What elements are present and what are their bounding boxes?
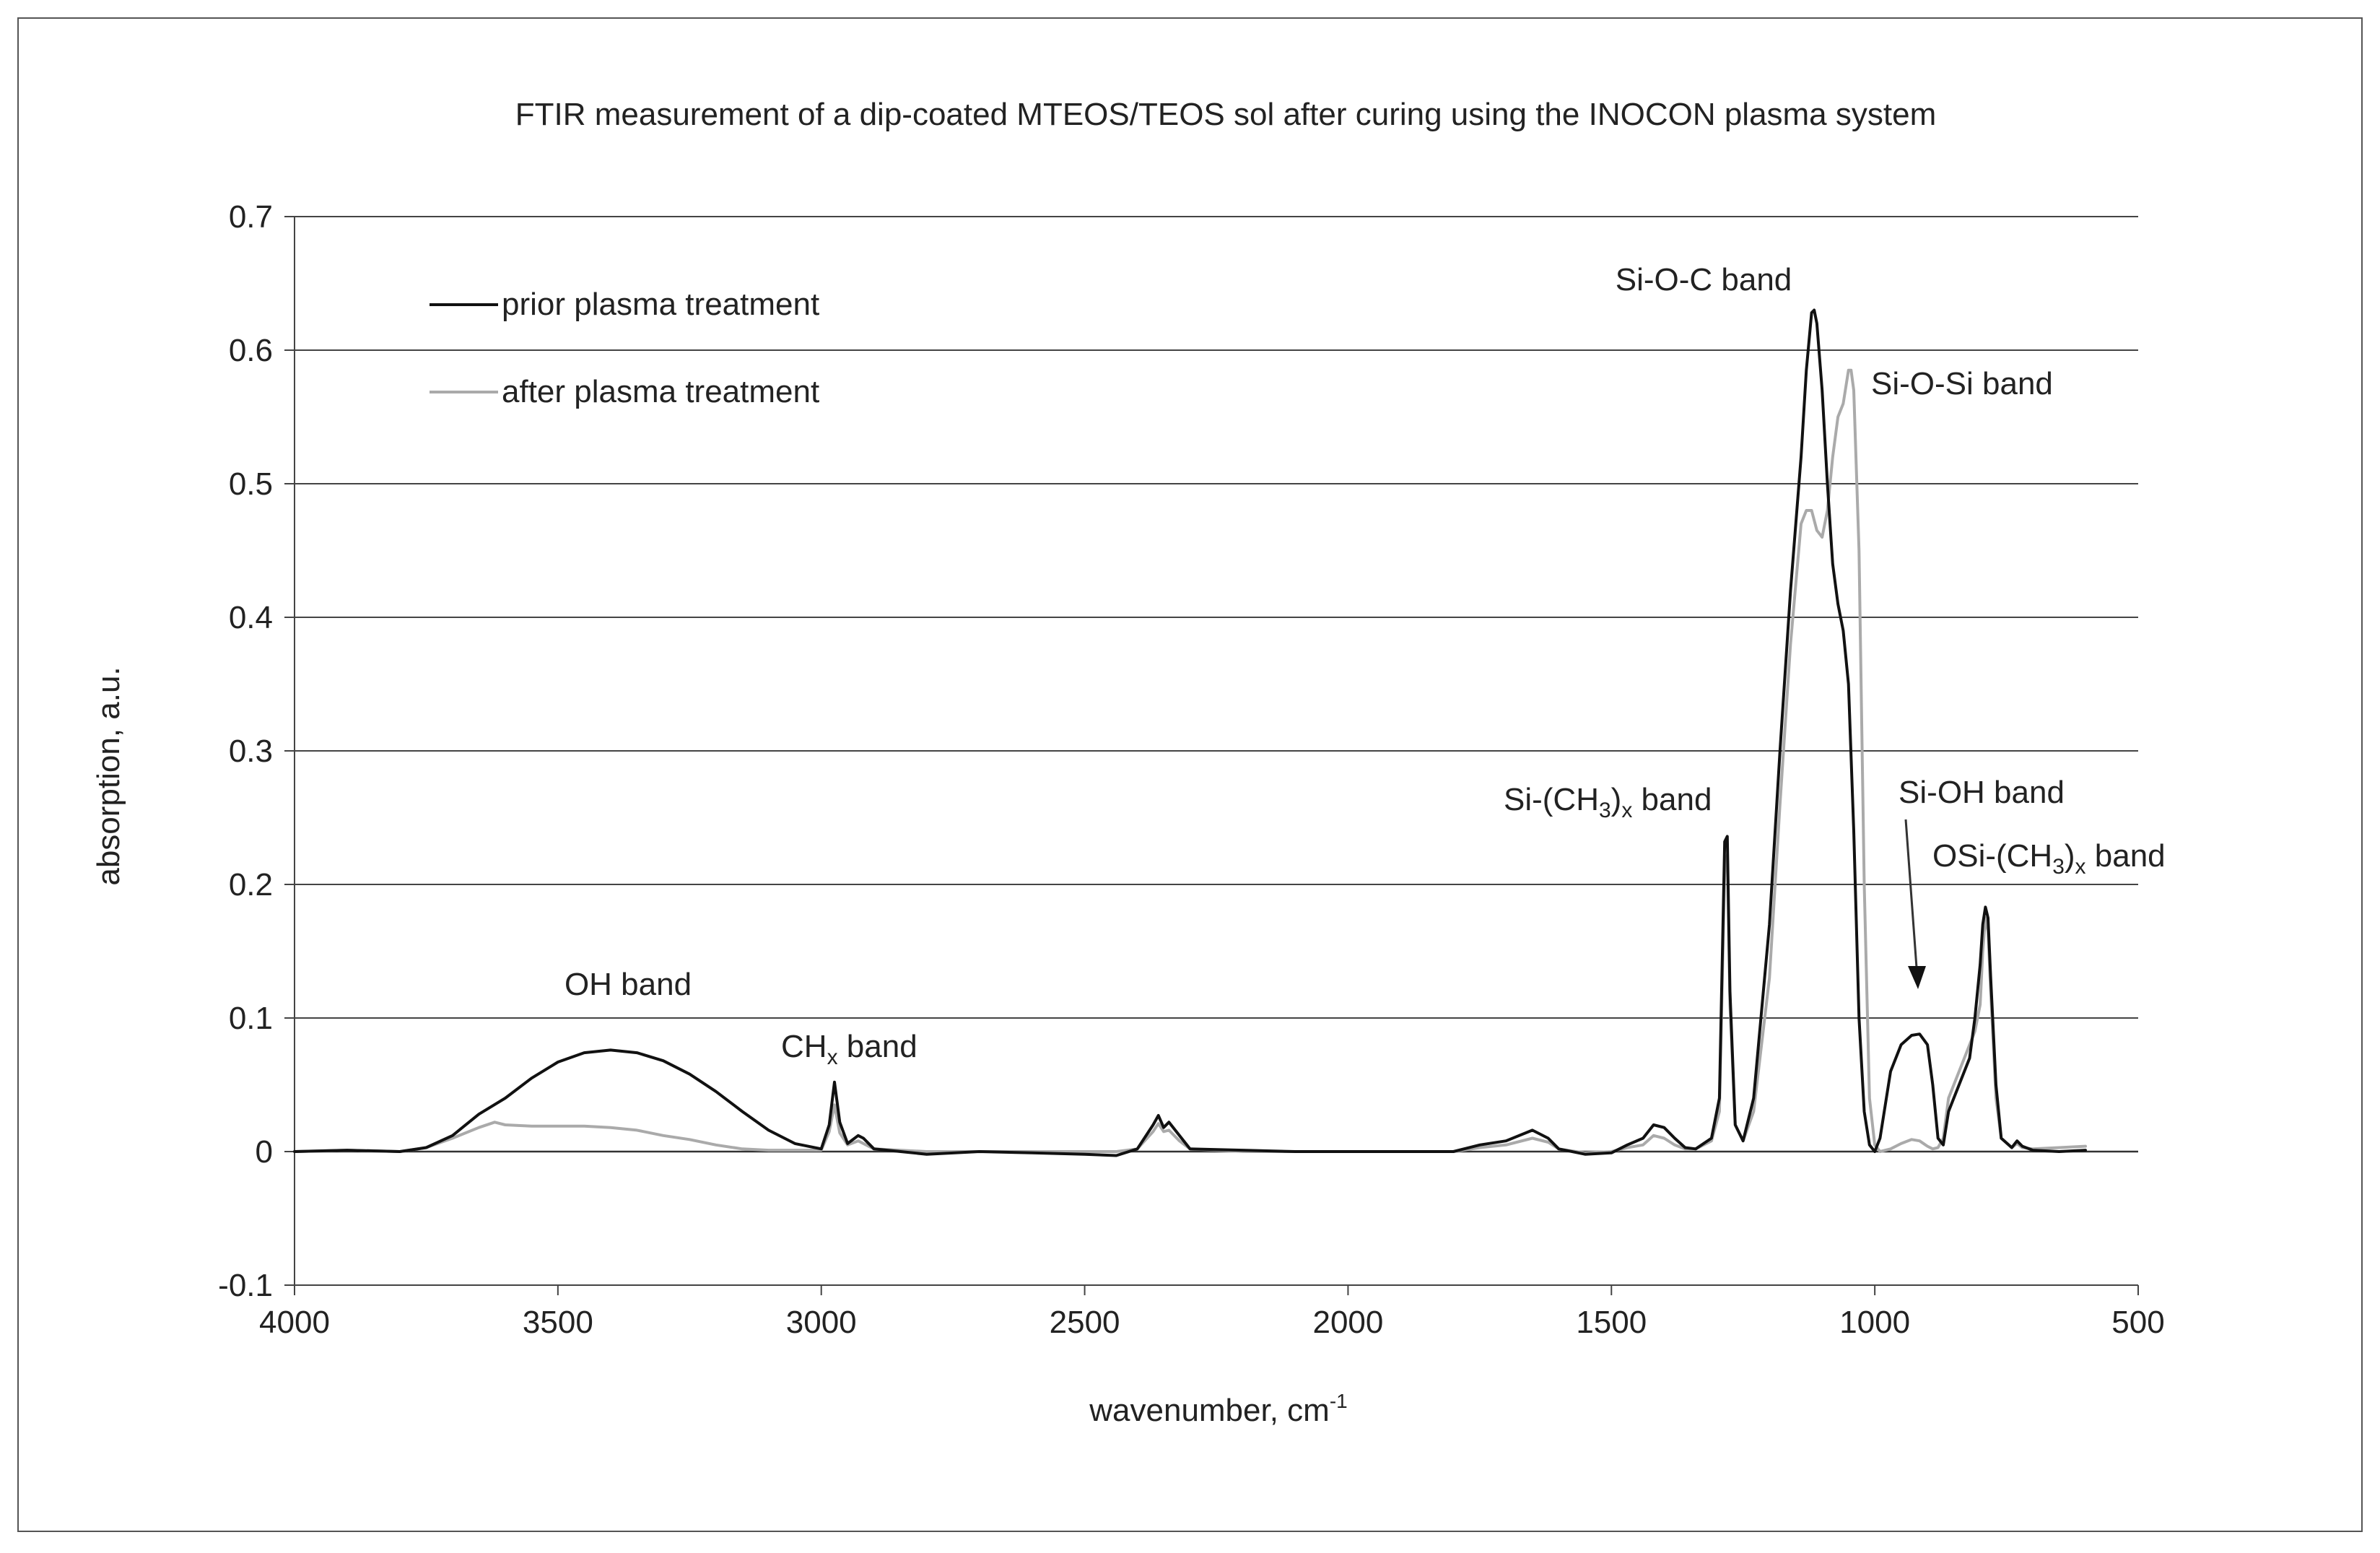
y-tick-label: 0.6 xyxy=(229,333,273,368)
annotation-osich3-pre: OSi-(CH xyxy=(1932,838,2052,874)
legend: prior plasma treatment after plasma trea… xyxy=(430,287,819,409)
x-axis-label: wavenumber, cm-1 xyxy=(1089,1390,1347,1428)
annotation-osich3-tail: band xyxy=(2086,838,2166,874)
y-tick-labels: -0.1 0 0.1 0.2 0.3 0.4 0.5 0.6 0.7 xyxy=(218,199,273,1303)
annotation-sioh-band: Si-OH band xyxy=(1899,775,2065,810)
series-lines xyxy=(293,308,2087,1157)
annotation-sioc-band: Si-O-C band xyxy=(1616,262,1792,297)
y-tick-label: 0.2 xyxy=(229,867,273,902)
y-tick-label: 0.1 xyxy=(229,1001,273,1036)
annotation-sich3-mid: ) xyxy=(1611,782,1622,817)
x-tick-label: 4000 xyxy=(259,1305,330,1340)
annotation-osich3-mid: ) xyxy=(2065,838,2075,874)
annotation-oh-band: OH band xyxy=(565,967,692,1002)
sioh-arrow-head xyxy=(1908,966,1926,989)
y-axis-label: absorption, a.u. xyxy=(91,666,126,885)
annotation-osich3-sub1: 3 xyxy=(2052,855,2065,879)
annotation-sich3-sub1: 3 xyxy=(1599,799,1611,822)
x-tick-label: 1000 xyxy=(1839,1305,1910,1340)
annotation-sich3-sub2: x xyxy=(1621,799,1632,822)
y-tick-label: 0.4 xyxy=(229,600,273,635)
y-tick-label: 0 xyxy=(256,1134,273,1170)
legend-label-after: after plasma treatment xyxy=(502,374,819,409)
x-tick-label: 2500 xyxy=(1050,1305,1120,1340)
annotation-chx-tail: band xyxy=(838,1029,917,1064)
annotation-chx-main: CH xyxy=(781,1029,827,1064)
legend-label-prior: prior plasma treatment xyxy=(502,287,819,322)
x-axis-label-sup: -1 xyxy=(1330,1390,1348,1412)
sioh-arrow xyxy=(1904,819,1926,989)
series-line-prior xyxy=(293,308,2087,1157)
x-axis-label-main: wavenumber, cm xyxy=(1089,1393,1330,1428)
chart-title: FTIR measurement of a dip-coated MTEOS/T… xyxy=(515,97,1936,132)
x-tick-label: 1500 xyxy=(1576,1305,1647,1340)
figure-border xyxy=(17,17,2363,1532)
annotation-siosi-band: Si-O-Si band xyxy=(1871,366,2053,401)
annotation-chx-band: CHx band xyxy=(781,1029,917,1069)
annotation-sich3-band: Si-(CH3)x band xyxy=(1504,782,1712,822)
x-tick-labels: 4000 3500 3000 2500 2000 1500 1000 500 xyxy=(259,1305,2165,1340)
sioh-arrow-shaft xyxy=(1904,819,1918,968)
y-tick-label: 0.5 xyxy=(229,466,273,502)
x-tick-label: 500 xyxy=(2111,1305,2164,1340)
x-tick-label: 3000 xyxy=(786,1305,857,1340)
x-tick-label: 2000 xyxy=(1312,1305,1383,1340)
annotation-sich3-tail: band xyxy=(1632,782,1712,817)
y-tick-label: -0.1 xyxy=(218,1268,273,1303)
annotation-sich3-pre: Si-(CH xyxy=(1504,782,1599,817)
annotation-chx-sub: x xyxy=(827,1045,838,1069)
x-tick-label: 3500 xyxy=(523,1305,593,1340)
y-tick-label: 0.7 xyxy=(229,199,273,235)
annotation-osich3-sub2: x xyxy=(2075,855,2086,879)
annotation-osich3-band: OSi-(CH3)x band xyxy=(1932,838,2166,879)
y-tick-label: 0.3 xyxy=(229,734,273,769)
